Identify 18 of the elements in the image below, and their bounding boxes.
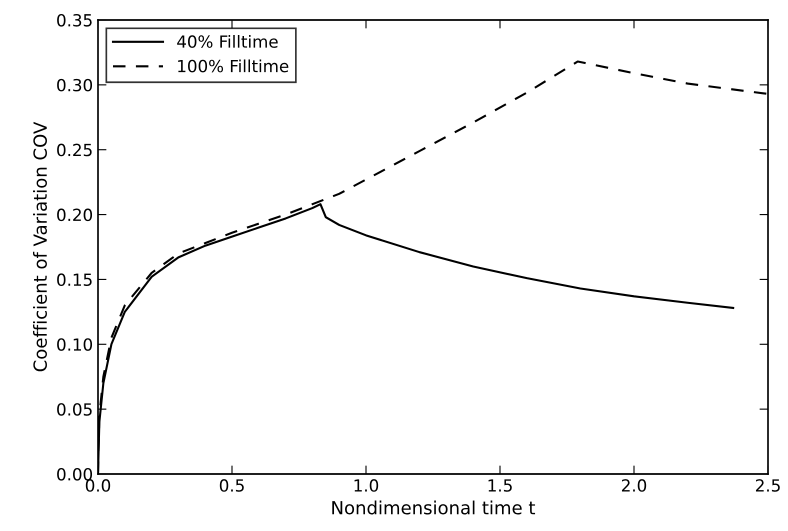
legend-label: 100% Filltime [178,59,288,72]
y-tick-label: 0.25 [57,144,92,156]
y-tick-label: 0.15 [57,273,92,286]
y-tick-label: 0.10 [57,338,92,351]
x-tick-label: 1.0 [354,479,378,492]
x-tick-label: 1.5 [488,479,512,492]
y-axis-title: Coefficient of Variation COV [33,122,47,372]
x-tick-label: 0.5 [220,479,244,492]
x-axis-title: Nondimensional time t [332,500,536,515]
y-tick-label: 0.00 [57,468,92,481]
x-tick-label: 2.0 [622,479,646,492]
y-tick-label: 0.05 [57,403,92,416]
y-tick-label: 0.20 [57,208,92,222]
y-tick-label: 0.35 [57,14,92,27]
x-tick-label: 2.5 [756,479,780,492]
y-tick-label: 0.30 [57,78,92,92]
legend-label: 40% Filltime [177,35,278,48]
x-tick-label: 0.0 [86,479,110,492]
